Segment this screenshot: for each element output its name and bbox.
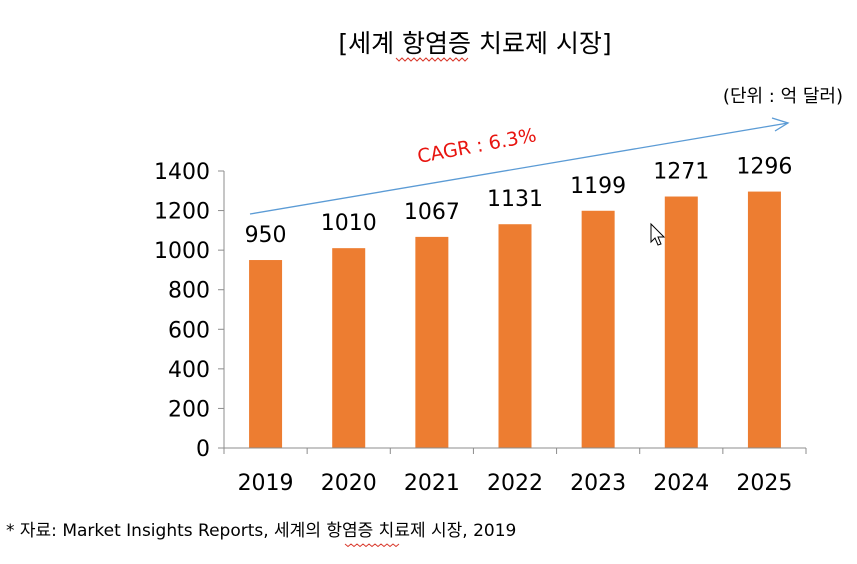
y-axis: 0 200 400 600 800 1000 1200 1400 xyxy=(154,160,225,462)
source-note: * 자료: Market Insights Reports, 세계의 항염증 치… xyxy=(6,521,516,541)
bar-value-label: 1296 xyxy=(736,155,792,180)
x-tick-label: 2021 xyxy=(404,471,460,496)
chart-title: [세계 항염증 치료제 시장] xyxy=(338,29,611,58)
y-tick-label: 800 xyxy=(168,279,210,304)
x-tick-label: 2024 xyxy=(653,471,709,496)
bar-value-label: 1199 xyxy=(570,174,626,199)
y-tick-label: 1400 xyxy=(154,160,210,185)
y-tick-label: 400 xyxy=(168,358,210,383)
x-tick-label: 2022 xyxy=(487,471,543,496)
x-tick-label: 2019 xyxy=(238,471,294,496)
cagr-arrow-line xyxy=(249,122,789,215)
title-spellcheck-underline xyxy=(395,57,469,62)
cagr-arrow-layer xyxy=(249,117,790,215)
bar xyxy=(747,191,781,448)
bar xyxy=(664,196,698,448)
bar xyxy=(332,248,366,448)
y-tick-label: 600 xyxy=(168,318,210,343)
y-tick-label: 200 xyxy=(168,397,210,422)
bar-value-label: 1067 xyxy=(404,200,460,225)
x-tick-label: 2023 xyxy=(570,471,626,496)
bar-value-label: 950 xyxy=(245,223,287,248)
x-tick-label: 2020 xyxy=(321,471,377,496)
y-tick-label: 1000 xyxy=(154,239,210,264)
bar-value-label: 1010 xyxy=(321,211,377,236)
bar xyxy=(498,224,532,448)
x-axis: 2019 2020 2021 2022 2023 2024 2025 xyxy=(223,447,807,496)
bar-value-label: 1131 xyxy=(487,187,543,212)
cagr-label: CAGR : 6.3% xyxy=(416,124,539,168)
source-spellcheck-underline xyxy=(344,543,400,548)
y-tick-label: 0 xyxy=(196,437,210,462)
bars: 950 1010 1067 1131 1199 1271 1296 xyxy=(245,155,792,448)
y-tick-label: 1200 xyxy=(154,200,210,225)
unit-note: (단위 : 억 달러) xyxy=(723,86,843,107)
bar xyxy=(415,236,449,448)
mouse-cursor-icon xyxy=(650,222,666,246)
bar xyxy=(249,260,283,448)
bar xyxy=(581,210,615,448)
cagr-arrowhead-icon xyxy=(771,117,790,132)
bar-value-label: 1271 xyxy=(653,160,709,185)
x-tick-label: 2025 xyxy=(736,471,792,496)
